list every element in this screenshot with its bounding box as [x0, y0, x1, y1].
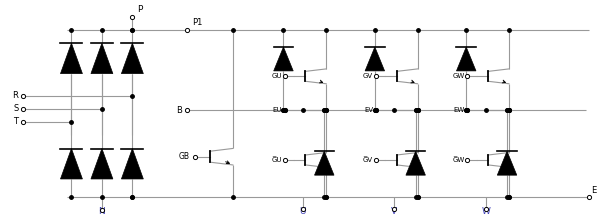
Polygon shape	[121, 43, 143, 74]
Text: EV: EV	[364, 107, 373, 113]
Text: E: E	[591, 186, 596, 195]
Text: P1: P1	[192, 18, 203, 28]
Polygon shape	[457, 47, 476, 71]
Text: B: B	[176, 106, 182, 114]
Polygon shape	[406, 151, 425, 175]
Text: U: U	[300, 207, 306, 216]
Text: P: P	[137, 6, 143, 15]
Polygon shape	[315, 151, 334, 175]
Polygon shape	[274, 47, 293, 71]
Text: W: W	[481, 207, 490, 216]
Text: V: V	[391, 207, 397, 216]
Text: R: R	[13, 91, 18, 100]
Text: EU: EU	[272, 107, 282, 113]
Polygon shape	[365, 47, 384, 71]
Text: GB: GB	[179, 152, 190, 161]
Polygon shape	[61, 43, 83, 74]
Text: EW: EW	[453, 107, 465, 113]
Text: T: T	[13, 117, 18, 126]
Text: GW: GW	[452, 73, 465, 79]
Polygon shape	[91, 43, 113, 74]
Text: N: N	[99, 207, 105, 216]
Text: S: S	[13, 104, 18, 114]
Polygon shape	[91, 148, 113, 179]
Text: GV: GV	[363, 73, 373, 79]
Text: G̅U: G̅U	[271, 157, 282, 163]
Text: G̅V: G̅V	[363, 157, 373, 163]
Polygon shape	[61, 148, 83, 179]
Text: G̅W: G̅W	[452, 157, 465, 163]
Polygon shape	[121, 148, 143, 179]
Text: GU: GU	[271, 73, 282, 79]
Polygon shape	[498, 151, 517, 175]
